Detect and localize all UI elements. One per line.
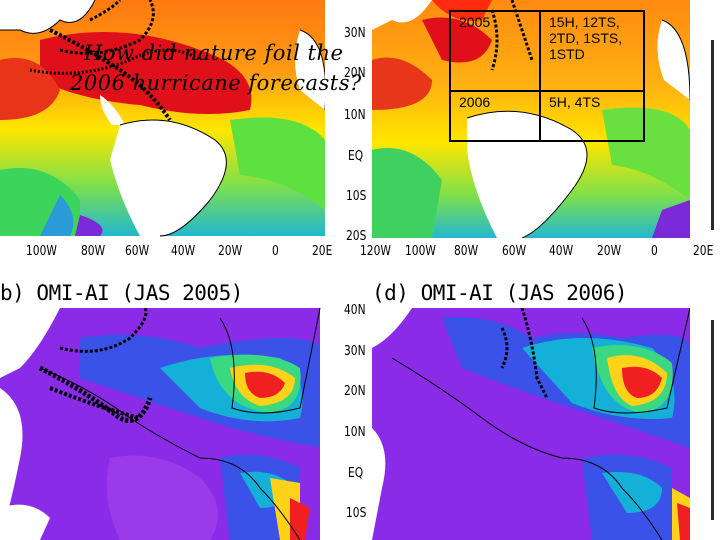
colorbar-edge — [711, 40, 714, 230]
x-tick-label: 100W — [405, 244, 436, 259]
year-cell: 2006 — [449, 90, 541, 142]
y-tick-label: 20N — [344, 66, 366, 81]
y-tick-label: 40N — [344, 303, 366, 318]
y-tick-label: 10S — [346, 189, 367, 204]
table-row: 2005 15H, 12TS, 2TD, 1STS, 1STD — [449, 10, 645, 92]
x-tick-label: 40W — [549, 244, 574, 259]
y-tick-label: EQ — [348, 149, 364, 164]
sst-map-2005 — [0, 0, 340, 244]
y-tick-label: EQ — [348, 466, 364, 481]
x-tick-label: 20W — [218, 244, 243, 259]
y-tick-label: 10N — [344, 425, 366, 440]
table-row: 2006 5H, 4TS — [449, 90, 645, 142]
slide-title: How did nature foil the 2006 hurricane f… — [70, 38, 362, 98]
y-tick-label: 30N — [344, 344, 366, 359]
aerosol-map-2005-panel — [0, 308, 324, 540]
x-tick-label: 20E — [312, 244, 333, 259]
aerosol-map-2006-panel — [372, 308, 690, 540]
counts-cell: 5H, 4TS — [539, 90, 645, 142]
x-tick-label: 60W — [502, 244, 527, 259]
colorbar-edge — [711, 320, 714, 520]
y-tick-label: 30N — [344, 26, 366, 41]
year-cell: 2005 — [449, 10, 541, 92]
x-tick-label: 20E — [693, 244, 714, 259]
panel-d-title: (d) OMI-AI (JAS 2006) — [372, 281, 628, 305]
y-tick-label: 20N — [344, 384, 366, 399]
aerosol-map-2006 — [372, 308, 690, 540]
y-tick-label: 10S — [346, 506, 367, 521]
aerosol-map-2005 — [0, 308, 324, 540]
counts-cell: 15H, 12TS, 2TD, 1STS, 1STD — [539, 10, 645, 92]
storm-count-table: 2005 15H, 12TS, 2TD, 1STS, 1STD 2006 5H,… — [449, 10, 645, 142]
x-tick-label: 100W — [26, 244, 57, 259]
x-tick-label: 40W — [171, 244, 196, 259]
x-tick-label: 0 — [272, 244, 279, 259]
slide-title-line2: 2006 hurricane forecasts? — [70, 71, 362, 95]
x-tick-label: 60W — [125, 244, 150, 259]
y-tick-label: 10N — [344, 108, 366, 123]
y-tick-label: 20S — [346, 229, 367, 244]
panel-b-title: b) OMI-AI (JAS 2005) — [0, 281, 243, 305]
x-tick-label: 20W — [597, 244, 622, 259]
x-tick-label: 120W — [360, 244, 391, 259]
x-tick-label: 0 — [651, 244, 658, 259]
slide-title-line1: How did nature foil the — [84, 41, 344, 65]
x-tick-label: 80W — [454, 244, 479, 259]
x-tick-label: 80W — [81, 244, 106, 259]
sst-map-2005-panel: W — [0, 0, 340, 244]
